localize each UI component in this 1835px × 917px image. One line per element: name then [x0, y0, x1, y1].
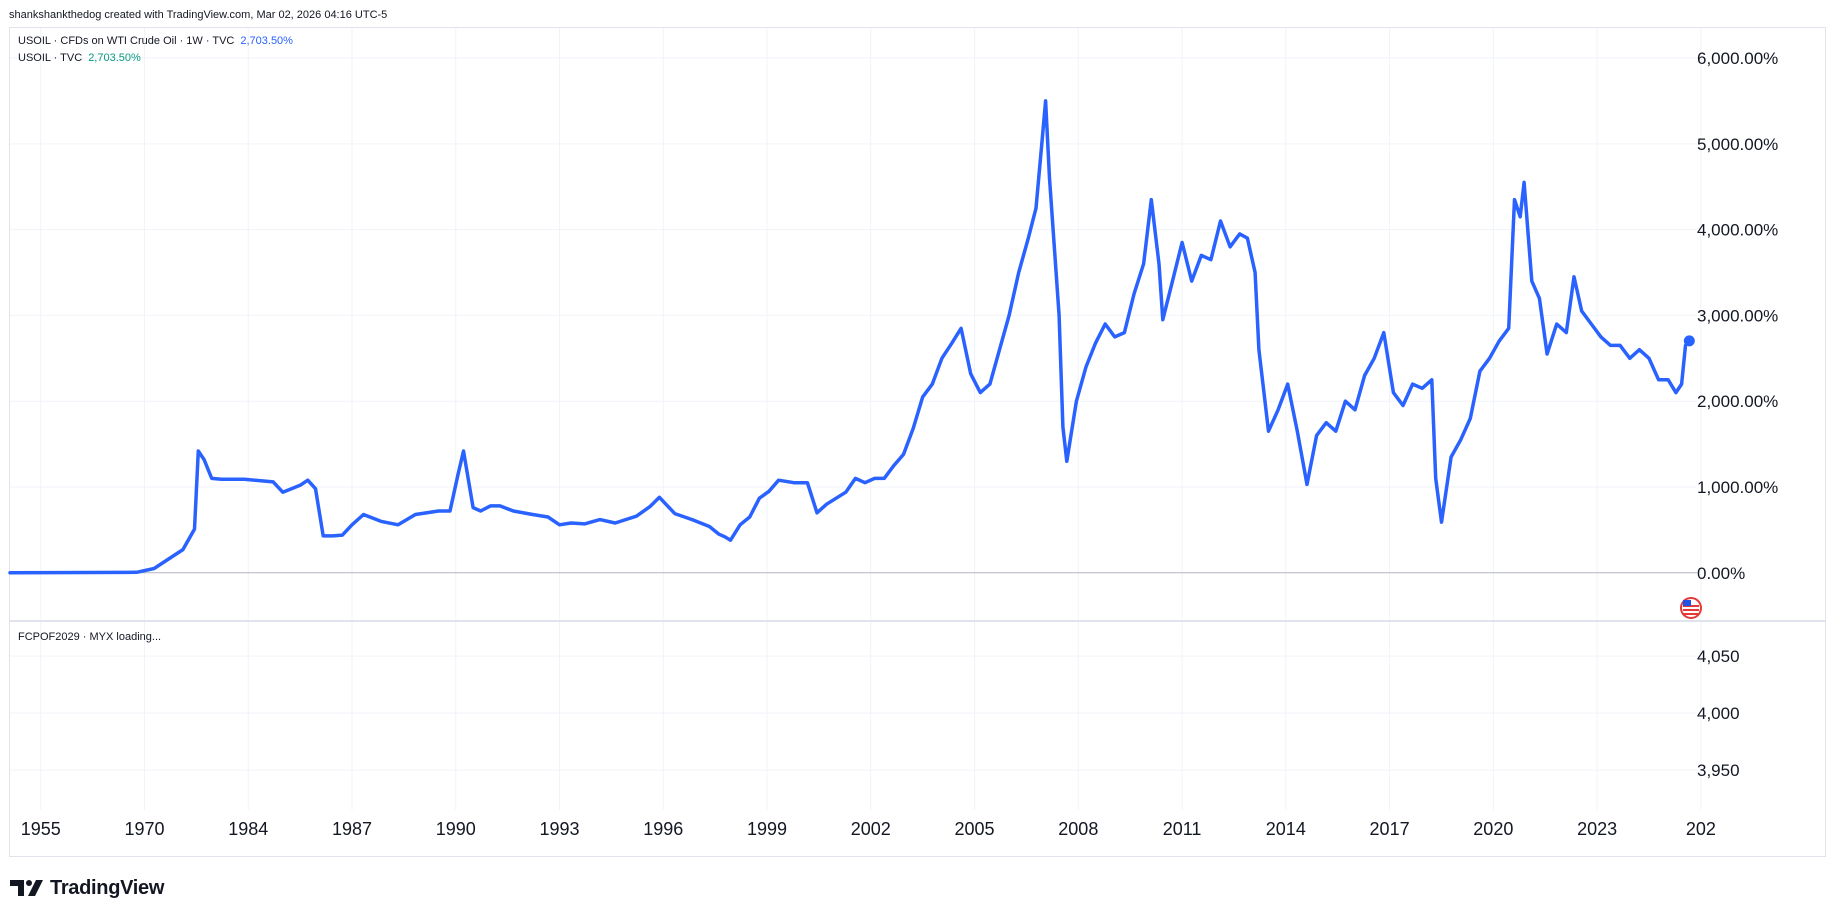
main-series-label: USOIL · CFDs on WTI Crude Oil · 1W · TVC	[18, 35, 235, 47]
x-tick-label: 1993	[540, 819, 580, 839]
tradingview-logo[interactable]: TradingView	[10, 876, 164, 900]
tradingview-wordmark: TradingView	[50, 876, 165, 899]
x-tick-label: 2023	[1577, 819, 1617, 839]
x-tick-label: 1990	[436, 819, 476, 839]
grid-lines	[10, 28, 1702, 810]
x-tick-label: 1999	[747, 819, 787, 839]
y-tick-label: 2,000.00%	[1697, 392, 1778, 411]
x-tick-label: 1987	[332, 819, 372, 839]
y-tick-label: 0.00%	[1697, 564, 1745, 583]
usoil-line[interactable]	[8, 99, 1692, 575]
x-axis-ticks: 1955 1970 1984 1987 1990 1993 1996 1999 2002 2005…	[21, 819, 1716, 839]
tradingview-logo-icon	[10, 880, 43, 896]
y-tick-label: 6,000.00%	[1697, 49, 1778, 68]
x-tick-label: 1996	[643, 819, 683, 839]
y-tick-label: 1,000.00%	[1697, 478, 1778, 497]
last-value-dot	[1683, 335, 1695, 347]
chart-frame	[9, 27, 1826, 857]
lower-pane-label: FCPOF2029 · MYX loading...	[18, 631, 162, 643]
compare-series-label: USOIL · TVC	[18, 52, 83, 64]
x-tick-label: 2002	[851, 819, 891, 839]
x-tick-label: 2005	[955, 819, 995, 839]
x-tick-label: 2017	[1370, 819, 1410, 839]
x-tick-label: 2020	[1473, 819, 1513, 839]
compare-series-value: 2,703.50%	[88, 52, 141, 64]
lower-pane-y-ticks: 4,050 4,000 3,950	[1697, 647, 1740, 780]
x-tick-label: 1955	[21, 819, 61, 839]
x-tick-label: 202	[1686, 819, 1716, 839]
y-tick-label: 3,000.00%	[1697, 306, 1778, 325]
y-tick-label: 4,000.00%	[1697, 221, 1778, 240]
us-flag-icon[interactable]	[1680, 597, 1702, 619]
chart-credit: shankshankthedog created with TradingVie…	[9, 9, 388, 21]
lower-pane-legend[interactable]: FCPOF2029 · MYX loading...	[18, 631, 161, 643]
x-tick-label: 1984	[228, 819, 268, 839]
compare-series-legend[interactable]: USOIL · TVC 2,703.50%	[18, 52, 141, 64]
x-tick-label: 2014	[1266, 819, 1306, 839]
main-series-legend[interactable]: USOIL · CFDs on WTI Crude Oil · 1W · TVC…	[18, 35, 293, 47]
main-series-value: 2,703.50%	[240, 35, 293, 47]
lower-y-tick-label: 4,050	[1697, 647, 1740, 666]
lower-y-tick-label: 4,000	[1697, 704, 1740, 723]
x-tick-label: 1970	[124, 819, 164, 839]
y-tick-label: 5,000.00%	[1697, 135, 1778, 154]
x-tick-label: 2011	[1163, 819, 1202, 839]
y-axis-ticks: 6,000.00% 5,000.00% 4,000.00% 3,000.00% 2,00…	[1697, 49, 1778, 583]
lower-y-tick-label: 3,950	[1697, 761, 1740, 780]
x-tick-label: 2008	[1058, 819, 1098, 839]
